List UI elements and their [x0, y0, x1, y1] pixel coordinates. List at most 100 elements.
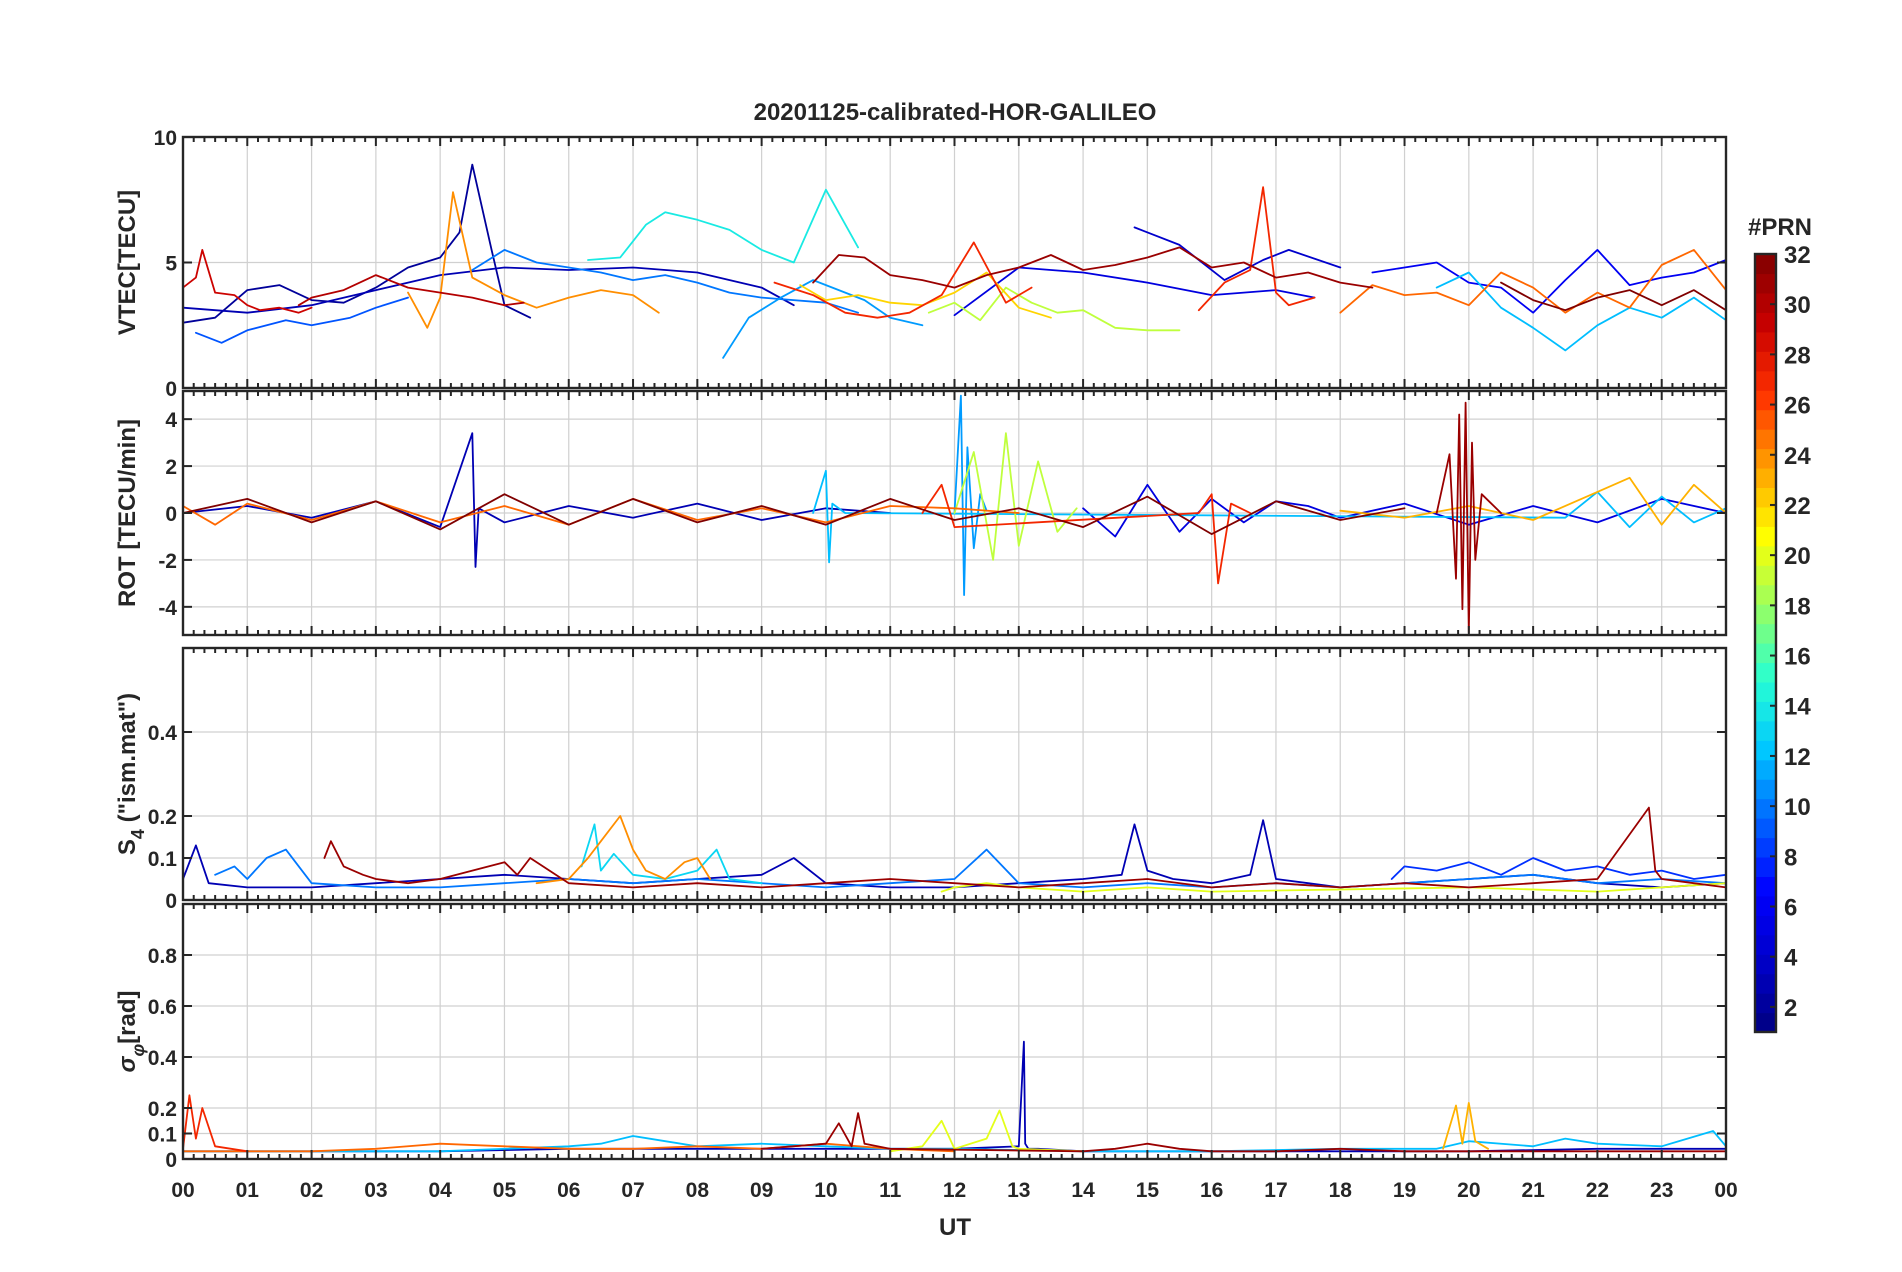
series-prn-14 [587, 188, 859, 264]
colorbar-band [1755, 487, 1776, 508]
series-prn-27 [183, 1094, 249, 1153]
colorbar-tick-label: 2 [1784, 995, 1797, 1022]
x-tick-label: 10 [814, 1179, 837, 1202]
y-axis-label: σφ[rad] [114, 991, 148, 1073]
colorbar-band [1755, 895, 1776, 916]
colorbar-band [1755, 837, 1776, 858]
series-prn-9 [195, 296, 409, 344]
series-prn-23 [1339, 476, 1726, 526]
colorbar-frame [1753, 252, 1778, 1034]
colorbar-tick-label: 24 [1784, 443, 1811, 470]
colorbar-band [1755, 934, 1776, 955]
x-tick-label: 04 [428, 1179, 452, 1202]
series-prn-10 [471, 249, 859, 314]
colorbar-tick-label: 28 [1784, 342, 1811, 369]
series-prn-31 [812, 246, 1374, 289]
colorbar-band [1755, 545, 1776, 566]
panel-2: -4 -2 0 2 4 ROT [TECU/min] [114, 389, 1728, 637]
colorbar-label: #PRN [1748, 214, 1812, 241]
series-prn-6 [1371, 249, 1726, 314]
x-tick-label: 21 [1521, 1179, 1545, 1202]
series-prn-32 [183, 493, 1406, 535]
series-prn-19 [953, 432, 1078, 561]
colorbar-tick-label: 10 [1784, 794, 1811, 821]
colorbar-band [1755, 681, 1776, 702]
chart-title: 20201125-calibrated-HOR-GALILEO [754, 99, 1157, 126]
x-tick-label: 02 [300, 1179, 323, 1202]
series-prn-31 [1435, 401, 1502, 634]
series-prn-13 [580, 823, 763, 885]
series-prn-27 [1197, 186, 1316, 312]
colorbar-band [1755, 292, 1776, 313]
colorbar-band [1755, 1012, 1776, 1033]
y-tick-label: 0 [165, 1149, 177, 1172]
x-tick-label: 13 [1007, 1179, 1030, 1202]
colorbar-band [1755, 604, 1776, 625]
colorbar-band [1755, 370, 1776, 391]
x-tick-label: 03 [364, 1179, 387, 1202]
x-tick-label: 09 [750, 1179, 773, 1202]
colorbar-tick-label: 20 [1784, 543, 1811, 570]
x-tick-label: 18 [1329, 1179, 1353, 1202]
colorbar-tick-label: 30 [1784, 292, 1811, 319]
y-axis-label-sub: 4 [128, 829, 148, 839]
colorbar-band [1755, 429, 1776, 450]
colorbar-tick-label: 26 [1784, 393, 1811, 420]
colorbar-band [1755, 623, 1776, 644]
colorbar-band [1755, 915, 1776, 936]
x-tick-label: 08 [686, 1179, 710, 1202]
series-prn-3 [183, 266, 795, 314]
colorbar-band [1755, 254, 1776, 275]
y-tick-label: 0.2 [148, 1098, 177, 1121]
series-prn-20 [889, 1109, 1084, 1153]
colorbar-band [1755, 467, 1776, 488]
y-axis-label-main: σ [114, 1055, 141, 1072]
x-tick-label: 11 [879, 1179, 902, 1202]
colorbar-band [1755, 876, 1776, 897]
colorbar-band [1755, 993, 1776, 1014]
x-tick-label: 23 [1650, 1179, 1673, 1202]
y-tick-label: -4 [158, 597, 177, 620]
y-axis-label: S4 ("ism.mat") [114, 693, 148, 855]
series-prn-29 [183, 249, 313, 314]
x-tick-label: 06 [557, 1179, 580, 1202]
panel-1-series [183, 163, 1726, 359]
x-tick-label: 20 [1457, 1179, 1480, 1202]
series-prn-19 [927, 286, 1181, 332]
colorbar-band [1755, 954, 1776, 975]
panel-1: 0 5 10 VTEC[TECU] [114, 127, 1728, 401]
x-tick-label: 12 [943, 1179, 966, 1202]
y-tick-label: 0.1 [148, 1124, 178, 1147]
panel-3-series [183, 806, 1726, 893]
y-tick-label: -2 [158, 550, 177, 573]
y-tick-label: 0 [165, 378, 177, 401]
series-prn-30 [297, 274, 525, 307]
colorbar-tick-label: 4 [1784, 945, 1798, 972]
x-tick-label: 05 [493, 1179, 517, 1202]
y-axis-label-sub: φ [128, 1044, 148, 1057]
colorbar-tick-label: 8 [1784, 844, 1797, 871]
y-tick-label: 0.1 [148, 848, 178, 871]
x-tick-label: 00 [171, 1179, 194, 1202]
x-tick-label: 00 [1714, 1179, 1737, 1202]
series-prn-2 [183, 163, 532, 324]
y-tick-label: 0.6 [148, 996, 177, 1019]
x-tick-label: 07 [621, 1179, 644, 1202]
x-tick-label: 16 [1200, 1179, 1223, 1202]
x-tick-label: 14 [1071, 1179, 1095, 1202]
x-tick-label: 22 [1586, 1179, 1609, 1202]
panel-2-series [183, 394, 1726, 634]
series-prn-24 [535, 815, 712, 885]
series-prn-23 [1442, 1102, 1489, 1150]
x-axis-label: UT [939, 1214, 971, 1241]
colorbar-band [1755, 643, 1776, 664]
y-axis-label-rest: [rad] [114, 991, 141, 1044]
y-tick-label: 5 [165, 253, 177, 276]
colorbar-tick-label: 6 [1784, 895, 1797, 922]
y-tick-label: 10 [154, 127, 177, 150]
colorbar-band [1755, 273, 1776, 294]
y-tick-label: 0.8 [148, 945, 178, 968]
colorbar-band [1755, 662, 1776, 683]
